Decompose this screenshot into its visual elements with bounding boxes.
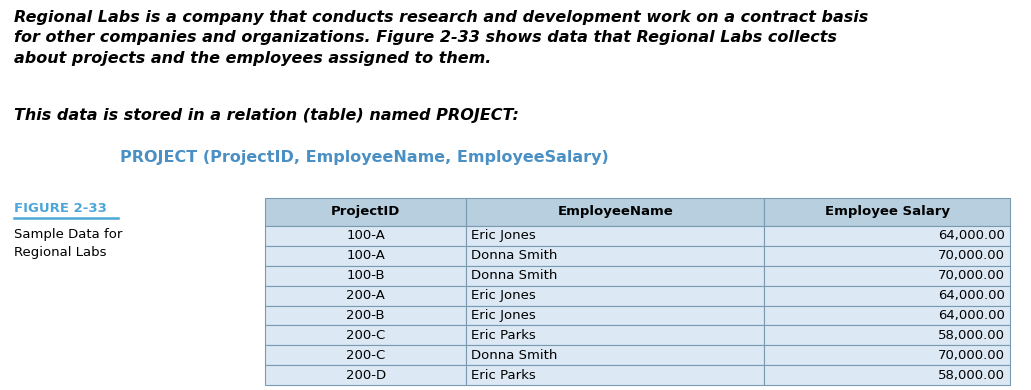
Bar — [764, 365, 1010, 385]
Bar — [265, 365, 466, 385]
Text: 200-C: 200-C — [346, 329, 386, 342]
Bar — [466, 246, 764, 266]
Text: 200-A: 200-A — [346, 289, 385, 302]
Bar — [265, 198, 466, 226]
Text: PROJECT (ProjectID, EmployeeName, EmployeeSalary): PROJECT (ProjectID, EmployeeName, Employ… — [120, 150, 608, 165]
Text: Regional Labs is a company that conducts research and development work on a cont: Regional Labs is a company that conducts… — [14, 10, 868, 66]
Bar — [764, 198, 1010, 226]
Text: This data is stored in a relation (table) named PROJECT:: This data is stored in a relation (table… — [14, 108, 519, 123]
Text: 200-D: 200-D — [345, 369, 386, 381]
Text: Eric Parks: Eric Parks — [471, 369, 536, 381]
Text: 100-A: 100-A — [346, 229, 385, 243]
Text: ProjectID: ProjectID — [331, 206, 400, 218]
Text: Eric Jones: Eric Jones — [471, 309, 536, 322]
Bar — [764, 266, 1010, 285]
Text: 70,000.00: 70,000.00 — [938, 349, 1005, 362]
Bar — [466, 345, 764, 365]
Text: Donna Smith: Donna Smith — [471, 249, 558, 262]
Bar — [265, 305, 466, 325]
Text: Sample Data for
Regional Labs: Sample Data for Regional Labs — [14, 228, 123, 259]
Text: FIGURE 2-33: FIGURE 2-33 — [14, 202, 107, 215]
Bar — [764, 246, 1010, 266]
Text: 100-B: 100-B — [346, 269, 385, 282]
Bar — [466, 198, 764, 226]
Text: EmployeeName: EmployeeName — [558, 206, 673, 218]
Text: 200-C: 200-C — [346, 349, 386, 362]
Bar — [466, 285, 764, 305]
Bar — [265, 266, 466, 285]
Text: 64,000.00: 64,000.00 — [938, 309, 1005, 322]
Bar — [764, 325, 1010, 345]
Text: 58,000.00: 58,000.00 — [938, 369, 1005, 381]
Bar — [764, 345, 1010, 365]
Text: 58,000.00: 58,000.00 — [938, 329, 1005, 342]
Bar — [466, 325, 764, 345]
Bar — [466, 226, 764, 246]
Text: 200-B: 200-B — [346, 309, 385, 322]
Text: Donna Smith: Donna Smith — [471, 349, 558, 362]
Text: 64,000.00: 64,000.00 — [938, 289, 1005, 302]
Text: Employee Salary: Employee Salary — [825, 206, 950, 218]
Text: Eric Parks: Eric Parks — [471, 329, 536, 342]
Bar — [265, 325, 466, 345]
Text: Eric Jones: Eric Jones — [471, 229, 536, 243]
Bar — [265, 246, 466, 266]
Text: Eric Jones: Eric Jones — [471, 289, 536, 302]
Bar — [265, 285, 466, 305]
Bar — [764, 226, 1010, 246]
Bar — [466, 305, 764, 325]
Bar — [466, 365, 764, 385]
Bar — [265, 226, 466, 246]
Bar — [764, 285, 1010, 305]
Text: 100-A: 100-A — [346, 249, 385, 262]
Bar — [466, 266, 764, 285]
Text: 70,000.00: 70,000.00 — [938, 249, 1005, 262]
Text: Donna Smith: Donna Smith — [471, 269, 558, 282]
Text: 70,000.00: 70,000.00 — [938, 269, 1005, 282]
Bar — [265, 345, 466, 365]
Bar — [764, 305, 1010, 325]
Text: 64,000.00: 64,000.00 — [938, 229, 1005, 243]
